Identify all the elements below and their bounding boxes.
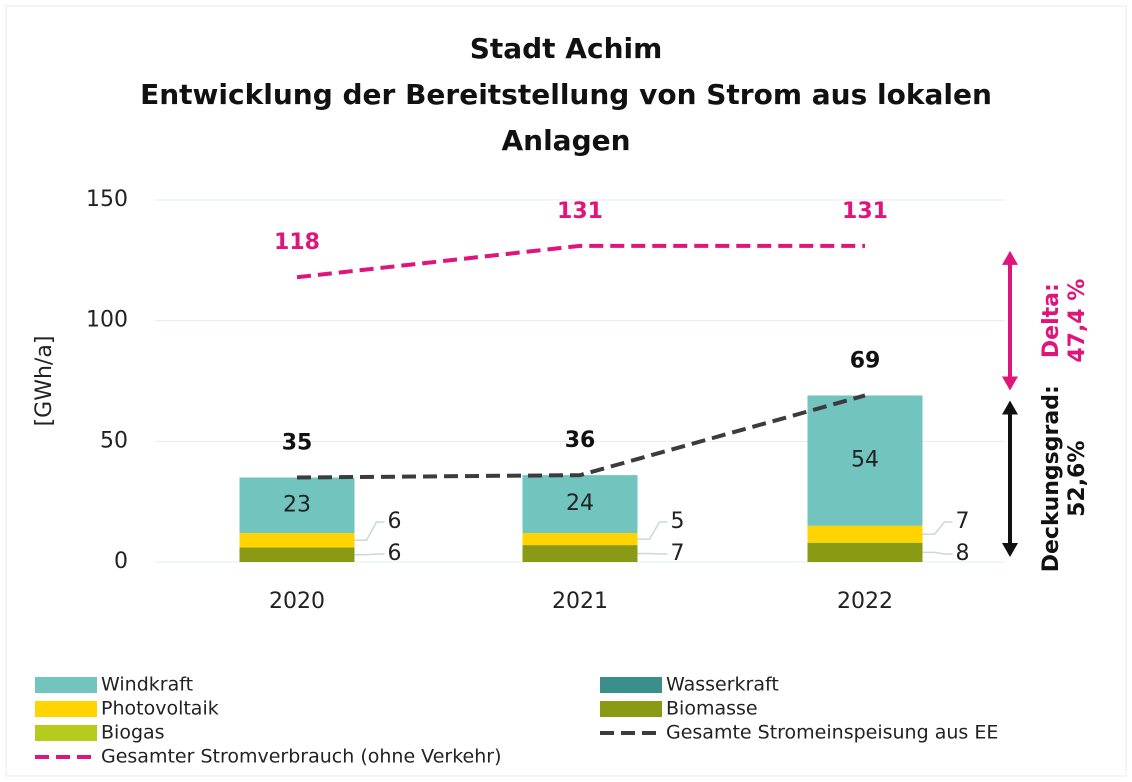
frame	[5, 5, 1127, 777]
arrow-head	[1002, 543, 1018, 557]
line-label: 69	[850, 348, 881, 373]
legend-label: Biomasse	[666, 698, 758, 720]
y-axis-label: [GWh/a]	[32, 336, 57, 427]
line-label: 131	[842, 199, 888, 224]
legend-swatch	[35, 701, 97, 717]
chart-title: Anlagen	[501, 124, 630, 157]
arrow-head	[1002, 400, 1018, 415]
bar-segment	[522, 475, 638, 534]
annotation: Delta:	[1039, 283, 1064, 358]
y-tick-label: 0	[114, 549, 128, 574]
legend-label: Gesamte Stromeinspeisung aus EE	[666, 722, 998, 744]
legend-swatch	[600, 677, 662, 693]
legend-label: Windkraft	[101, 674, 193, 696]
value-label: 23	[283, 492, 311, 517]
annotation: Deckungsgrad:	[1039, 385, 1064, 572]
bar-segment	[239, 533, 355, 548]
legend-swatch	[35, 725, 97, 741]
y-tick-label: 100	[86, 308, 128, 333]
line-series	[296, 393, 866, 480]
leader-line	[354, 521, 385, 542]
legend-label: Photovoltaik	[101, 698, 219, 720]
value-label: 7	[671, 541, 685, 566]
value-label: 6	[388, 509, 402, 534]
bar-segment	[807, 525, 923, 543]
value-label: 24	[566, 491, 594, 516]
line-label: 118	[274, 230, 320, 255]
chart-title: Entwicklung der Bereitstellung von Strom…	[140, 78, 992, 111]
line-series	[296, 243, 865, 280]
x-tick-label: 2020	[269, 589, 325, 614]
bar-segment	[522, 545, 638, 562]
annotation: 47,4 %	[1065, 279, 1090, 363]
y-tick-label: 150	[86, 187, 128, 212]
value-label: 8	[956, 541, 970, 566]
legend-label: Wasserkraft	[666, 674, 779, 696]
arrow-head	[1002, 376, 1018, 391]
annotation: 52,6%	[1065, 441, 1090, 517]
value-label: 5	[671, 509, 685, 534]
legend-swatch	[600, 701, 662, 717]
leader-line	[637, 521, 668, 540]
y-tick-label: 50	[100, 428, 128, 453]
line-label: 35	[282, 431, 313, 456]
arrow-head	[1002, 250, 1018, 265]
legend-label: Gesamter Stromverbrauch (ohne Verkehr)	[101, 746, 501, 768]
leader-line	[922, 521, 953, 535]
legend-swatch	[35, 677, 97, 693]
bar-segment	[807, 395, 923, 526]
bar-segment	[239, 547, 355, 562]
leader-line	[354, 553, 385, 556]
value-label: 6	[388, 541, 402, 566]
leader-line	[922, 551, 953, 555]
bar-segment	[522, 533, 638, 546]
line-label: 36	[565, 428, 596, 453]
value-label: 54	[851, 448, 879, 473]
x-tick-label: 2021	[552, 589, 608, 614]
bar-segment	[239, 477, 355, 534]
line-label: 131	[557, 199, 603, 224]
bar-segment	[807, 542, 923, 562]
chart-title: Stadt Achim	[470, 32, 663, 65]
legend-label: Biogas	[101, 722, 165, 744]
value-label: 7	[956, 509, 970, 534]
x-tick-label: 2022	[837, 589, 893, 614]
